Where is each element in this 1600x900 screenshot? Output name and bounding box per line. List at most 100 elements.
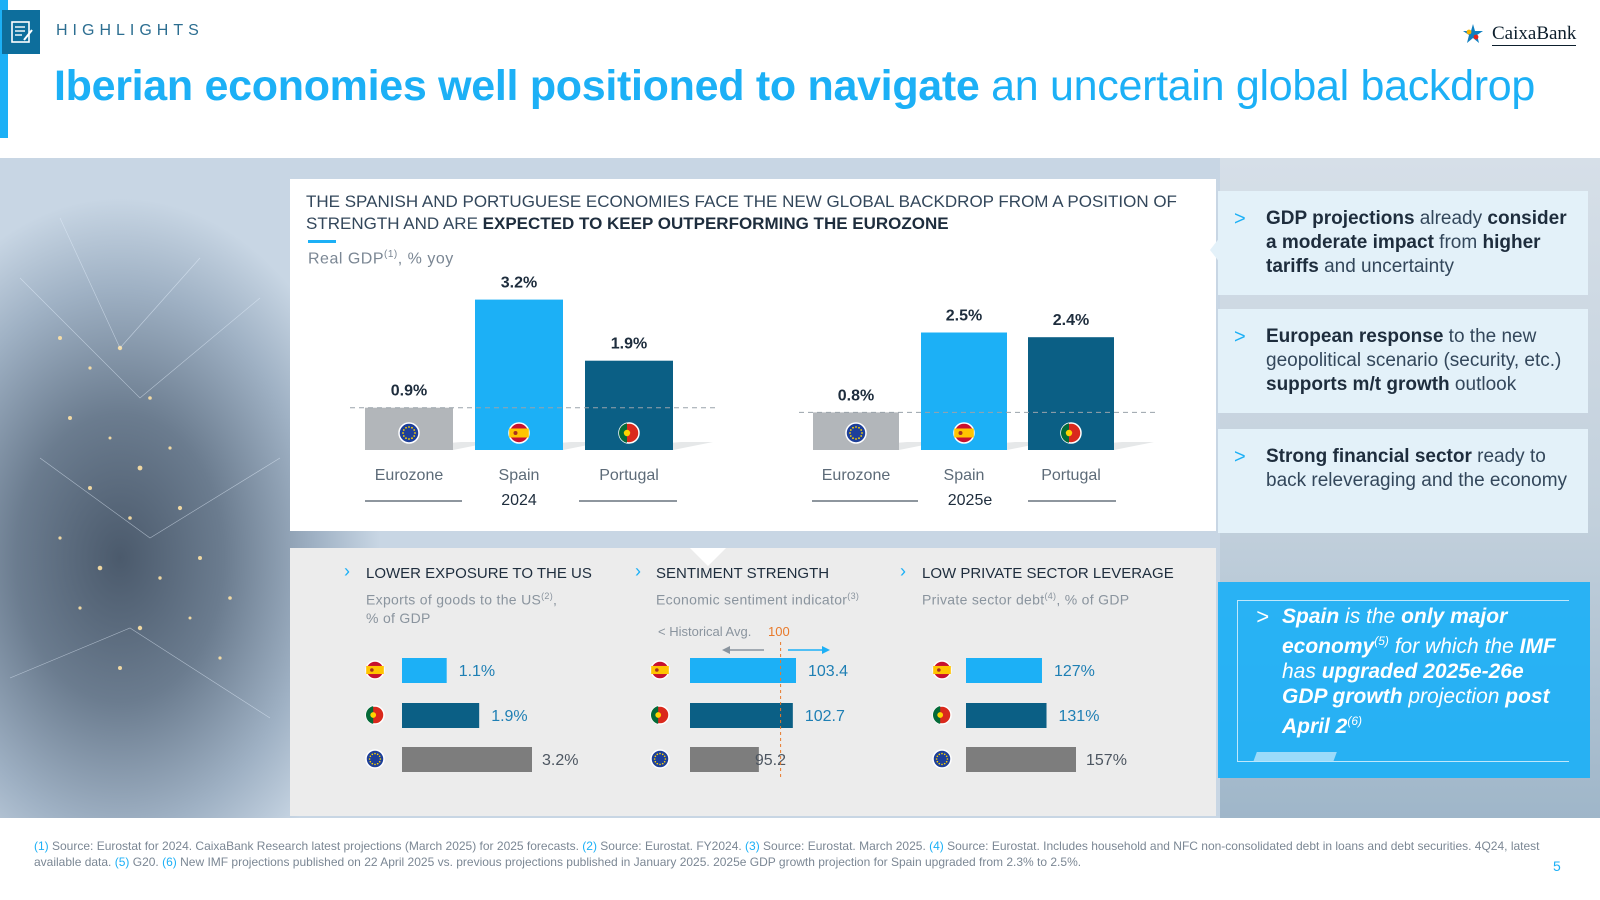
spain-flag-crest [513, 431, 518, 435]
hl-t3: has [1282, 660, 1322, 683]
col1-sub-c: % of GDP [366, 609, 431, 626]
portugal-flag-crest [623, 429, 631, 437]
box1-b1: GDP projections [1266, 208, 1415, 229]
col3-title: LOW PRIVATE SECTOR LEVERAGE [922, 565, 1174, 582]
gdp-value-label: 0.8% [838, 387, 874, 404]
brand-name: CaixaBank [1492, 22, 1577, 46]
spain-flag-band [509, 428, 529, 438]
panel-notch [690, 548, 726, 566]
spain-flag-crest [958, 431, 963, 435]
col2-sub-a: Economic sentiment indicator [656, 591, 848, 608]
gdp-panel: The Spanish and Portuguese economies fac… [290, 179, 1216, 531]
fn5-text: G20. [129, 855, 163, 869]
eu-flag-star [408, 438, 410, 440]
box1-b2: consider a moderate impact [1266, 208, 1567, 253]
eu-flag-star [405, 426, 407, 429]
fn5-num: (5) [114, 855, 130, 869]
point-box-europe: > European response to the new geopoliti… [1218, 309, 1588, 413]
chevron-right-icon: > [1256, 604, 1269, 629]
portugal-flag-green [1060, 423, 1069, 443]
gdp-value-label: 2.4% [1053, 312, 1089, 329]
col2-sub-sup: (3) [847, 591, 860, 601]
spain-flag-icon [953, 422, 975, 444]
portugal-flag-green [618, 423, 627, 443]
eu-flag-disc [398, 422, 420, 444]
chevron-right-icon: > [1234, 446, 1246, 468]
gdp-value-label: 2.5% [946, 308, 982, 325]
box1-t3: and uncertainty [1318, 256, 1454, 277]
title-light: an uncertain global backdrop [979, 62, 1535, 110]
eu-flag-star [414, 432, 416, 434]
eu-flag-star [402, 429, 405, 431]
eu-flag-star [855, 426, 857, 428]
eu-flag-star [849, 435, 852, 437]
highlight-frame [1237, 600, 1569, 762]
fn4-text: Source: Eurostat. Includes household and… [34, 839, 1540, 869]
eu-flag-star [860, 435, 863, 437]
hl-b3: IMF [1519, 635, 1556, 658]
gdp-value-label: 0.9% [391, 383, 427, 400]
eu-flag-star [849, 432, 851, 434]
gdp-subtitle: Real GDP(1), % yoy [308, 249, 454, 268]
title-bold: Iberian economies well positioned to nav… [54, 62, 980, 110]
portugal-flag-icon [1060, 422, 1082, 444]
eu-flag-star [411, 426, 413, 429]
eu-flag-icon [398, 422, 420, 444]
eu-flag-star [413, 429, 416, 431]
spain-flag-icon [508, 422, 530, 444]
hl-b5: post April 2 [1282, 685, 1550, 738]
eu-flag-star [402, 432, 404, 434]
left-accent-bar [0, 0, 8, 138]
eu-flag-star [849, 429, 852, 431]
group-year-label: 2025e [948, 492, 993, 509]
gdp-category-label: Portugal [599, 467, 659, 484]
fn2-num: (2) [582, 839, 597, 853]
eu-flag-star [413, 435, 416, 437]
box1-t2: from [1433, 232, 1483, 253]
box1-b3: higher tariffs [1266, 232, 1541, 277]
box3-b1: Strong financial sector [1266, 446, 1472, 467]
panel-heading: The Spanish and Portuguese economies fac… [306, 191, 1186, 235]
eu-flag-star [408, 426, 410, 428]
col1-sub-sup: (2) [541, 591, 554, 601]
highlight-box [1218, 582, 1590, 778]
eu-flag-star [405, 437, 407, 440]
hl-sup2: (6) [1347, 714, 1363, 728]
star-logo-icon [1463, 24, 1483, 43]
eu-flag-star [852, 426, 854, 429]
hl-t2: for which the [1388, 635, 1520, 658]
hl-b4: upgraded 2025e-26e GDP growth [1282, 660, 1524, 708]
hl-t4: projection [1402, 685, 1506, 708]
footnote: (1) Source: Eurostat for 2024. CaixaBank… [34, 838, 1554, 870]
fn6-text: New IMF projections published on 22 Apri… [176, 855, 1082, 869]
eu-flag-star [858, 437, 860, 440]
checklist-icon [2, 10, 40, 54]
box1-t1: already [1414, 208, 1488, 229]
eu-flag-star [852, 437, 854, 440]
col1-sub-a: Exports of goods to the US [366, 591, 542, 608]
gdp-category-label: Eurozone [375, 467, 444, 484]
hl-t1: is the [1339, 605, 1402, 628]
chevron-right-icon: > [1234, 326, 1246, 348]
box2-b1: European response [1266, 326, 1444, 347]
gdp-value-label: 3.2% [501, 275, 537, 292]
eu-flag-star [402, 435, 405, 437]
point-box-gdp: > GDP projections already consider a mod… [1218, 191, 1588, 295]
eu-flag-star [860, 429, 863, 431]
eu-flag-icon [845, 422, 867, 444]
gdp-category-label: Spain [499, 467, 540, 484]
box2-t2: outlook [1449, 374, 1517, 395]
panel-heading-light: The Spanish and Portuguese economies fac… [306, 192, 1177, 233]
fn6-num: (6) [162, 855, 177, 869]
chevron-right-icon: › [900, 561, 906, 581]
caixabank-logo: CaixaBank [1460, 22, 1577, 46]
col2-title: SENTIMENT STRENGTH [656, 565, 830, 582]
hl-b2: only major economy [1282, 605, 1508, 658]
gdp-chart: 0.9% Eurozone 3.2% Spain 1.9% Portugal 2024 0.8… [350, 275, 1156, 509]
box3-t1: ready to back releveraging and the econo… [1266, 446, 1568, 491]
box2-b2: supports m/t growth [1266, 374, 1450, 395]
col2-subtitle: Economic sentiment indicator(3) [656, 587, 859, 609]
portugal-flag-crest [1065, 429, 1073, 437]
eu-flag-star [855, 438, 857, 440]
page-title: Iberian economies well positioned to nav… [54, 62, 1535, 111]
